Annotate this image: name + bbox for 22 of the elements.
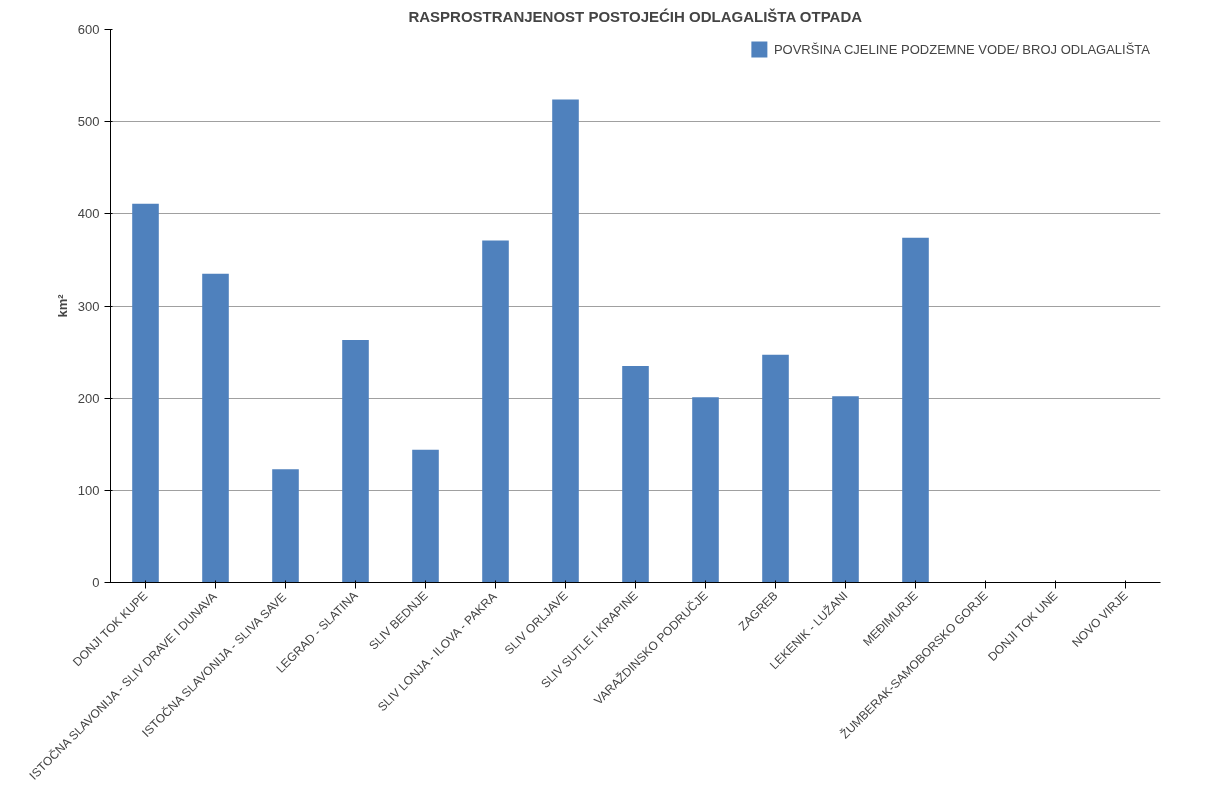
bar [552, 99, 579, 583]
y-axis-title: km² [54, 293, 70, 318]
bar [902, 237, 929, 583]
y-tick-label: 600 [77, 22, 100, 37]
y-tick-label: 500 [77, 114, 100, 130]
y-tick-label: 100 [77, 482, 100, 498]
bar [832, 396, 859, 583]
bar [342, 340, 369, 583]
bar [482, 240, 509, 583]
bar [202, 273, 229, 583]
bar [272, 469, 299, 583]
y-tick-label: 0 [92, 575, 100, 590]
bar [622, 365, 649, 583]
bar [692, 397, 719, 583]
bar [412, 449, 439, 583]
legend-label: POVRŠINA CJELINE PODZEMNE VODE/ BROJ ODLAGALIŠTA [773, 41, 1150, 57]
y-tick-label: 200 [77, 390, 100, 406]
chart-title: RASPROSTRANJENOST POSTOJEĆIH ODLAGALIŠTA OTPADA [408, 7, 863, 25]
bar [762, 354, 789, 583]
y-tick-label: 300 [77, 298, 100, 314]
y-tick-label: 400 [77, 206, 100, 222]
bar [132, 203, 159, 583]
